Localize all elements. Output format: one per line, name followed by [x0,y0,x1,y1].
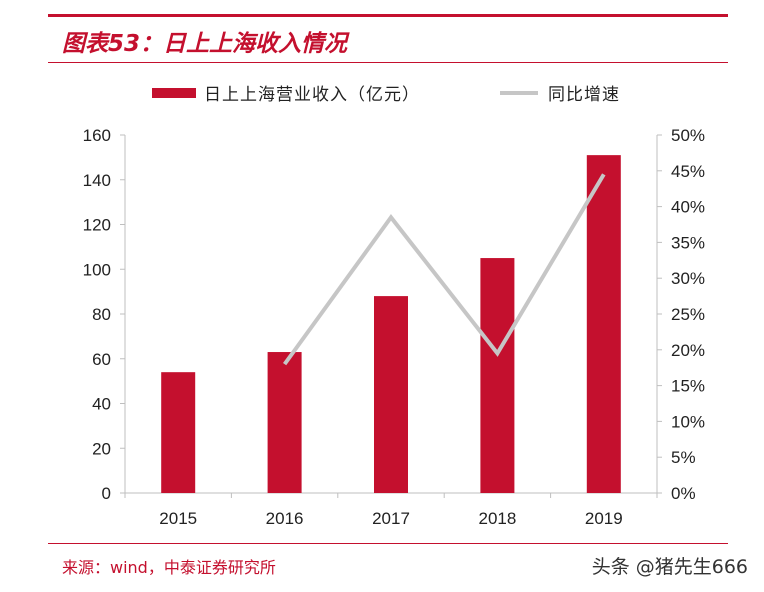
watermark: 头条 @猪先生666 [591,556,748,578]
y-right-tick-label: 10% [671,412,705,431]
y-right-tick-label: 15% [671,377,705,396]
x-tick-label: 2016 [266,509,304,528]
title-rule [48,62,728,63]
y-left-tick-label: 120 [83,216,111,235]
legend-swatch-bar [152,87,196,98]
y-left-tick-label: 0 [102,484,111,503]
x-tick-label: 2019 [585,509,623,528]
legend-item-revenue: 日上上海营业收入（亿元） [152,80,420,105]
bar [161,372,196,493]
legend: 日上上海营业收入（亿元） 同比增速 [0,80,764,105]
y-right-tick-label: 20% [671,341,705,360]
bar [374,296,408,493]
y-right-tick-label: 40% [671,198,705,217]
y-right-tick-label: 30% [671,269,705,288]
y-left-tick-label: 60 [92,350,111,369]
y-left-tick-label: 160 [83,126,111,145]
y-left-tick-label: 80 [92,305,111,324]
y-right-tick-label: 5% [671,448,696,467]
x-tick-label: 2017 [372,509,410,528]
y-right-tick-label: 0% [671,484,696,503]
y-left-tick-label: 20 [92,439,111,458]
x-tick-label: 2015 [159,509,197,528]
y-right-tick-label: 50% [671,126,705,145]
growth-line [282,173,606,366]
x-tick-label: 2018 [478,509,516,528]
y-right-tick-label: 45% [671,162,705,181]
legend-label-revenue: 日上上海营业收入（亿元） [204,85,420,105]
y-left-tick-label: 140 [83,171,111,190]
y-right-tick-label: 35% [671,233,705,252]
bar [480,258,515,493]
y-right-tick-label: 25% [671,305,705,324]
chart-title: 图表53：日上上海收入情况 [62,31,348,57]
bar [267,352,302,493]
legend-item-growth: 同比增速 [500,80,620,105]
y-left-tick-label: 100 [83,260,111,279]
legend-swatch-line [500,90,538,95]
top-rule [48,14,728,17]
source-note: 来源：wind，中泰证券研究所 [62,558,276,577]
legend-label-growth: 同比增速 [548,85,620,105]
footer-rule [48,543,728,544]
bar [586,155,621,493]
y-left-tick-label: 40 [92,395,111,414]
